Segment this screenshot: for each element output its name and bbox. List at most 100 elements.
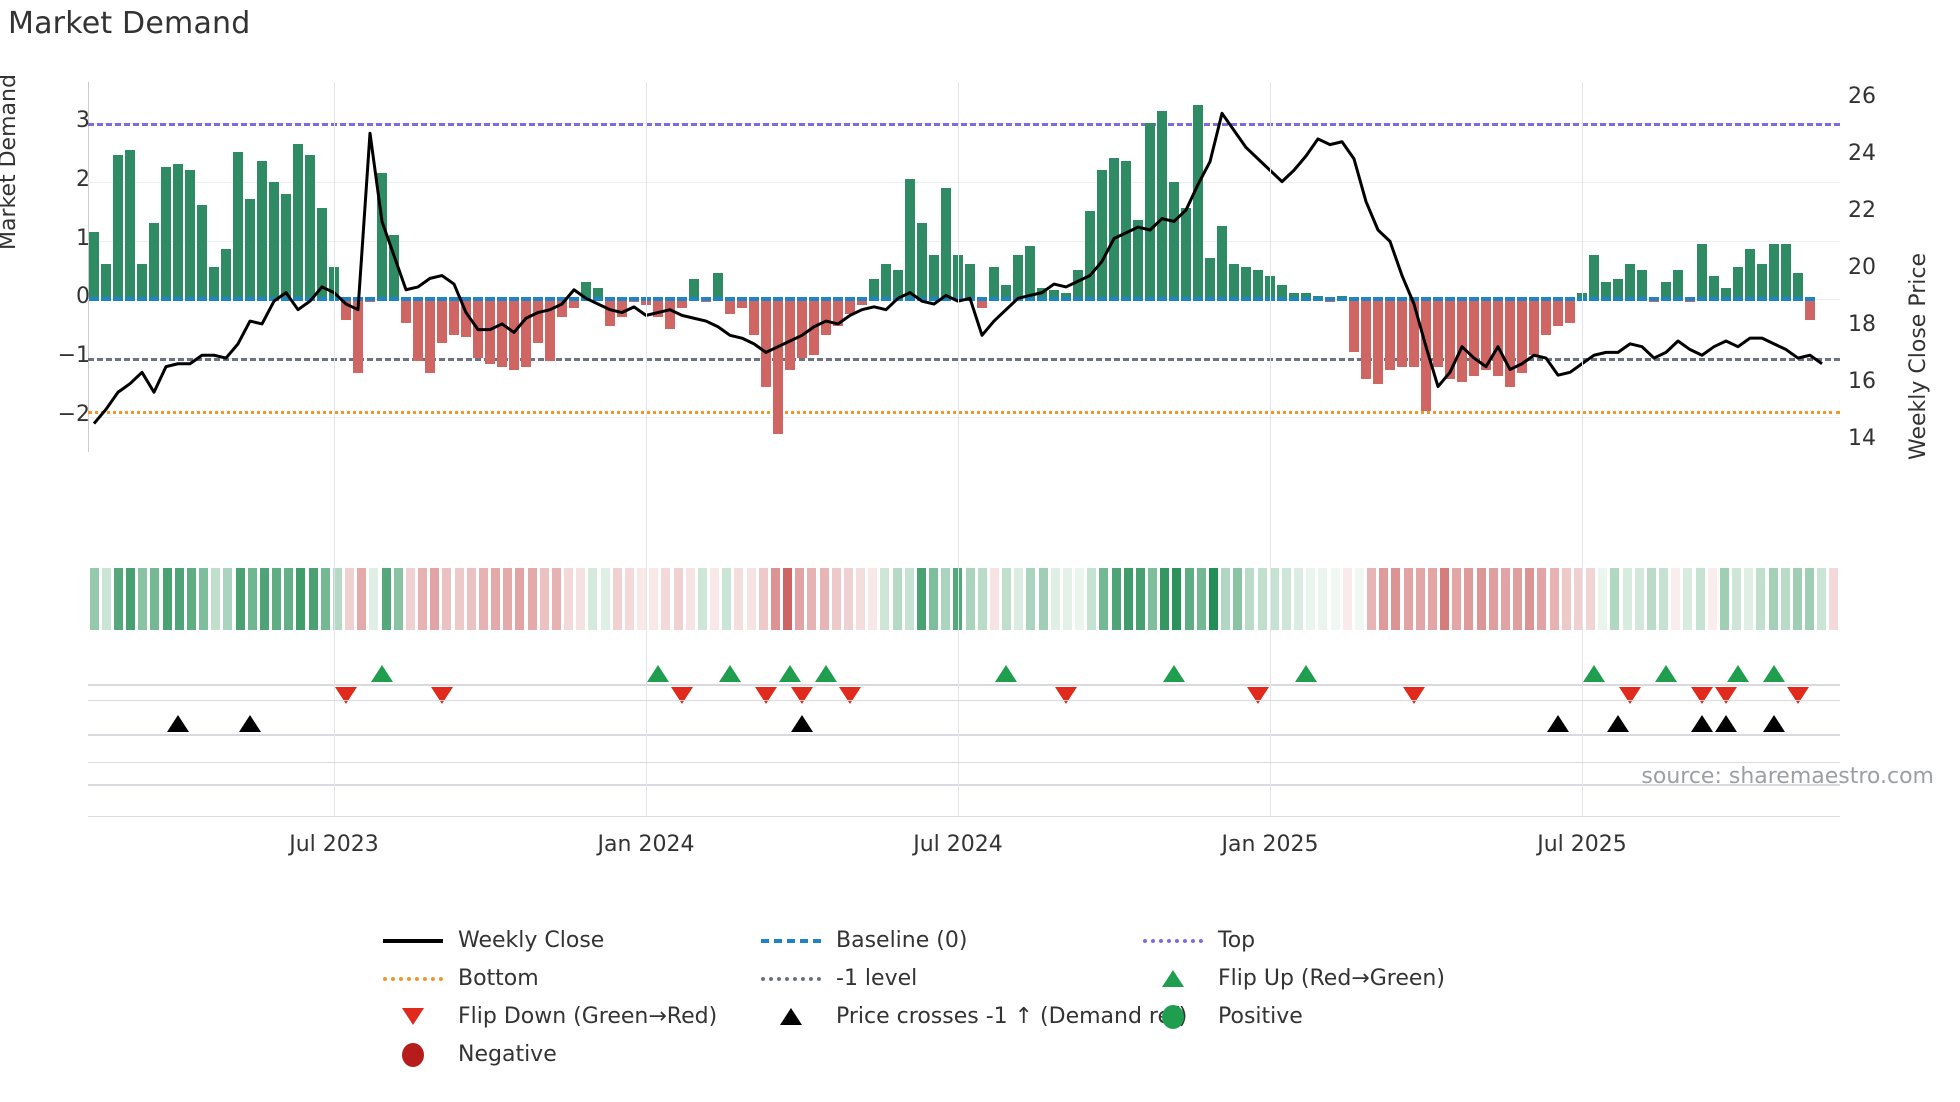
baseline-segment <box>701 297 711 302</box>
heatmap-cell <box>1208 568 1218 630</box>
demand-bar <box>509 299 519 370</box>
legend-label: Positive <box>1218 1004 1303 1029</box>
heatmap-cell <box>527 568 537 630</box>
legend-item[interactable]: Flip Up (Red→Green) <box>1140 966 1445 991</box>
baseline-segment <box>389 297 399 302</box>
price-cross-marker <box>1715 715 1737 732</box>
demand-bar <box>1205 258 1215 300</box>
demand-bar <box>881 264 891 300</box>
legend-item[interactable]: Bottom <box>380 966 539 991</box>
heatmap-cell <box>1087 568 1097 630</box>
baseline-segment <box>1565 297 1575 302</box>
legend-label: Flip Down (Green→Red) <box>458 1004 718 1029</box>
legend-item[interactable]: Baseline (0) <box>758 928 967 953</box>
demand-bar <box>353 299 363 373</box>
demand-bar <box>1157 111 1167 300</box>
demand-bar <box>1385 299 1395 370</box>
legend-item[interactable]: Negative <box>380 1042 557 1067</box>
heatmap-cell <box>1476 568 1486 630</box>
baseline-segment <box>1229 297 1239 302</box>
legend-item[interactable]: Top <box>1140 928 1255 953</box>
baseline-segment <box>749 297 759 302</box>
baseline-segment <box>929 297 939 302</box>
baseline-segment <box>1193 297 1203 302</box>
heatmap-cell <box>430 568 440 630</box>
heatmap-cell <box>1634 568 1644 630</box>
baseline-segment <box>1481 297 1491 302</box>
y-axis-right-tick: 22 <box>1848 197 1876 223</box>
demand-bar <box>389 234 399 300</box>
flip-row-axis <box>88 684 1840 686</box>
baseline-segment <box>989 297 999 302</box>
heatmap-cell <box>1756 568 1766 630</box>
demand-bar <box>665 299 675 329</box>
baseline-segment <box>1025 297 1035 302</box>
demand-bar <box>857 299 867 306</box>
demand-bar <box>1073 269 1083 300</box>
demand-bar <box>1697 243 1707 300</box>
baseline-segment <box>317 297 327 302</box>
weekly-close-line <box>92 111 1823 425</box>
heatmap-cell <box>1233 568 1243 630</box>
heatmap-cell <box>722 568 732 630</box>
x-tick-gridline <box>334 82 335 816</box>
demand-bar <box>329 267 339 300</box>
demand-bar <box>1517 299 1527 373</box>
demand-bar <box>1445 299 1455 379</box>
legend-item[interactable]: Positive <box>1140 1004 1303 1029</box>
demand-bar <box>1589 255 1599 300</box>
dark-red-circle-icon <box>380 1042 446 1067</box>
demand-bar <box>173 164 183 300</box>
heatmap-cell <box>1184 568 1194 630</box>
baseline-segment <box>1049 297 1059 302</box>
legend-item[interactable]: -1 level <box>758 966 917 991</box>
heatmap-cell <box>1403 568 1413 630</box>
demand-bar <box>341 299 351 320</box>
demand-bar <box>125 149 135 300</box>
baseline-segment <box>905 297 915 302</box>
y-axis-right-tick: 20 <box>1848 254 1876 280</box>
baseline-segment <box>233 297 243 302</box>
demand-bar <box>1397 299 1407 367</box>
baseline-segment <box>1073 297 1083 302</box>
baseline-segment <box>125 297 135 302</box>
baseline-segment <box>425 297 435 302</box>
baseline-segment <box>677 297 687 302</box>
baseline-segment <box>593 297 603 302</box>
demand-bar <box>1709 275 1719 300</box>
dotted-grey-line-icon <box>758 976 824 981</box>
baseline-segment <box>269 297 279 302</box>
dashed-blue-line-icon <box>758 938 824 943</box>
price-cross-marker <box>239 715 261 732</box>
heatmap-cell <box>673 568 683 630</box>
legend-item[interactable]: Price crosses -1 ↑ (Demand ref) <box>758 1004 1187 1029</box>
legend-item[interactable]: Flip Down (Green→Red) <box>380 1004 717 1029</box>
demand-bar <box>833 299 843 326</box>
heatmap-cell <box>1245 568 1255 630</box>
demand-bar <box>1133 220 1143 300</box>
heatmap-cell <box>466 568 476 630</box>
baseline-segment <box>497 297 507 302</box>
heatmap-cell <box>1135 568 1145 630</box>
baseline-segment <box>785 297 795 302</box>
price-cross-marker <box>1691 715 1713 732</box>
flip-up-marker <box>995 665 1017 682</box>
heatmap-cell <box>977 568 987 630</box>
demand-bar <box>1433 299 1443 367</box>
bottom-reference-line <box>88 410 1840 414</box>
baseline-segment <box>1061 297 1071 302</box>
heatmap-cell <box>1573 568 1583 630</box>
heatmap-cell <box>1123 568 1133 630</box>
y-axis-right-tick: 26 <box>1848 84 1876 110</box>
baseline-segment <box>629 297 639 302</box>
heatmap-cell <box>296 568 306 630</box>
legend-item[interactable]: Weekly Close <box>380 928 604 953</box>
heatmap-cell <box>868 568 878 630</box>
baseline-segment <box>245 297 255 302</box>
baseline-segment <box>221 297 231 302</box>
demand-bar <box>1721 287 1731 300</box>
flip-down-marker <box>1403 687 1425 704</box>
heatmap-cell <box>503 568 513 630</box>
heatmap-cell <box>904 568 914 630</box>
heatmap-cell <box>235 568 245 630</box>
